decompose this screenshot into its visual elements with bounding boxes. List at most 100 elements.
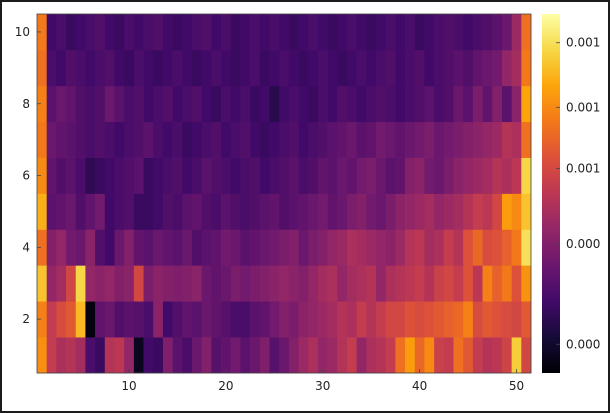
heatmap-cell [56, 229, 67, 266]
heatmap-cell [405, 157, 416, 194]
heatmap-cell [443, 193, 454, 230]
heatmap-cell [37, 301, 48, 338]
heatmap-cell [472, 265, 483, 302]
heatmap-cell [356, 85, 367, 123]
heatmap-cell [104, 85, 115, 123]
heatmap-cell [172, 85, 183, 123]
heatmap-cell [124, 337, 135, 374]
heatmap-cell [317, 337, 328, 374]
heatmap-cell [434, 229, 445, 266]
heatmap-cell [298, 121, 309, 158]
heatmap-cell [66, 121, 77, 158]
heatmap-cell [201, 49, 212, 87]
heatmap-cell [501, 193, 512, 230]
heatmap-cell [133, 49, 144, 87]
heatmap-cell [405, 337, 416, 374]
heatmap-cell [250, 14, 261, 51]
heatmap-cell [85, 85, 96, 123]
heatmap-cell [356, 337, 367, 374]
heatmap-cell [298, 229, 309, 266]
heatmap-cell [346, 14, 357, 51]
heatmap-cell [124, 14, 135, 51]
heatmap-cell [346, 49, 357, 87]
heatmap-cell [356, 229, 367, 266]
heatmap-cell [521, 337, 532, 374]
heatmap-cell [424, 337, 435, 374]
heatmap-cell [191, 14, 203, 51]
heatmap-cell [95, 229, 106, 266]
heatmap-cell [46, 301, 57, 338]
heatmap-cell [376, 193, 387, 230]
heatmap-cell [172, 337, 183, 374]
heatmap-cell [133, 157, 144, 194]
heatmap-cell [211, 85, 222, 123]
heatmap-cell [288, 229, 299, 266]
heatmap-cell [463, 85, 474, 123]
heatmap-cell [104, 157, 115, 194]
heatmap-cell [463, 265, 474, 302]
heatmap-cell [211, 49, 222, 87]
heatmap-cell [95, 265, 106, 302]
heatmap-cell [521, 193, 532, 230]
heatmap-cell [405, 14, 416, 51]
heatmap-cell [66, 229, 77, 266]
heatmap-cell [521, 121, 532, 158]
heatmap-cell [153, 265, 164, 302]
heatmap-cell [443, 229, 454, 266]
heatmap-cell [75, 85, 86, 123]
heatmap-cell [191, 121, 203, 158]
heatmap-cell [56, 85, 67, 123]
heatmap-cell [521, 301, 532, 338]
heatmap-cell [482, 121, 493, 158]
heatmap-cell [114, 301, 125, 338]
heatmap-cell [95, 121, 106, 158]
heatmap-cell [298, 193, 309, 230]
heatmap-cell [463, 157, 474, 194]
heatmap-cell [95, 14, 106, 51]
heatmap-cell [230, 121, 241, 158]
heatmap-cell [453, 157, 464, 194]
heatmap-cell [269, 193, 280, 230]
heatmap-cell [66, 14, 77, 51]
heatmap-cell [482, 193, 493, 230]
heatmap-cell [182, 229, 193, 266]
heatmap-cell [133, 337, 144, 374]
heatmap-cell [201, 157, 212, 194]
heatmap-cell [269, 337, 280, 374]
heatmap-cell [162, 121, 173, 158]
heatmap-cell [395, 265, 406, 302]
heatmap-cell [308, 49, 319, 87]
heatmap-cell [521, 85, 532, 123]
heatmap-cell [405, 193, 416, 230]
heatmap-cell [201, 14, 212, 51]
heatmap-cell [376, 85, 387, 123]
heatmap-cell [66, 85, 77, 123]
heatmap-cell [414, 265, 425, 302]
heatmap-cell [308, 121, 319, 158]
heatmap-cell [482, 85, 493, 123]
heatmap-cell [259, 337, 270, 374]
heatmap-cell [153, 193, 164, 230]
heatmap-cell [463, 301, 474, 338]
heatmap-cell [46, 49, 57, 87]
heatmap-cell [298, 157, 309, 194]
heatmap-cell [104, 193, 115, 230]
heatmap-cell [75, 157, 86, 194]
heatmap-cell [366, 193, 377, 230]
heatmap-cell [366, 301, 377, 338]
heatmap-cell [191, 265, 203, 302]
heatmap-cell [240, 193, 251, 230]
plot-area-border [36, 13, 532, 374]
heatmap-cell [472, 337, 483, 374]
heatmap-cell [317, 85, 328, 123]
heatmap-cell [443, 49, 454, 87]
heatmap-cell [501, 49, 512, 87]
heatmap-cell [337, 157, 348, 194]
heatmap-cell [453, 193, 464, 230]
heatmap-cell [250, 157, 261, 194]
heatmap-cell [317, 121, 328, 158]
heatmap-cell [395, 229, 406, 266]
heatmap-cell [153, 337, 164, 374]
